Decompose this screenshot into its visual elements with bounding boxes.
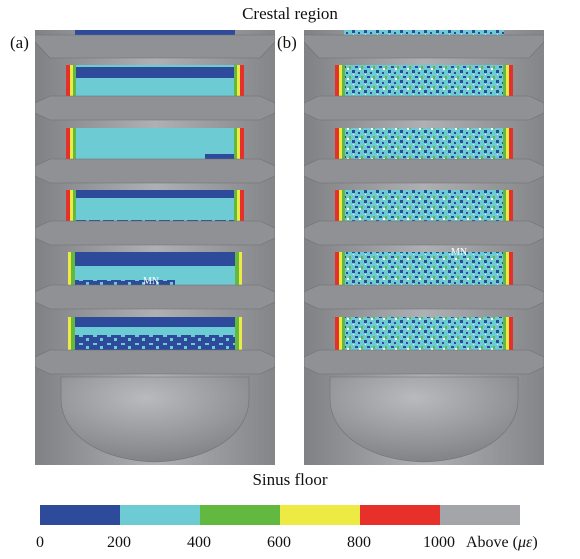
thread-flanges [304,34,544,375]
thread-flanges [35,34,275,375]
crestal-region-label: Crestal region [242,4,338,23]
scale-unit-label: Above (με) [466,534,538,551]
scale-tick: 600 [267,534,291,551]
panel-a-implant-model: MN [35,30,275,465]
scale-tick: 0 [36,534,44,551]
band-5 [344,317,504,355]
strain-color-scale [40,505,520,525]
panel-b-label: (b) [277,33,297,52]
scale-segment-5 [440,505,520,525]
mn-marker-a: MN [143,276,159,287]
panel-a-label: (a) [10,33,29,52]
apex-dome [60,376,250,463]
scale-segment-4 [360,505,440,525]
scale-segment-2 [200,505,280,525]
scale-tick: 800 [347,534,371,551]
sinus-floor-label: Sinus floor [252,470,328,489]
side-stress-rims [335,65,513,355]
scale-tick: 200 [107,534,131,551]
scale-tick: 1000 [423,534,455,551]
band-4 [344,252,504,290]
scale-segment-1 [120,505,200,525]
mn-marker-b: MN [451,247,467,258]
scale-tick: 400 [187,534,211,551]
scale-segment-3 [280,505,360,525]
scale-segment-0 [40,505,120,525]
side-stress-rims [66,65,244,355]
apex-dome [329,376,519,463]
band-5 [75,317,235,355]
panel-b-implant-model: MN [304,30,544,465]
